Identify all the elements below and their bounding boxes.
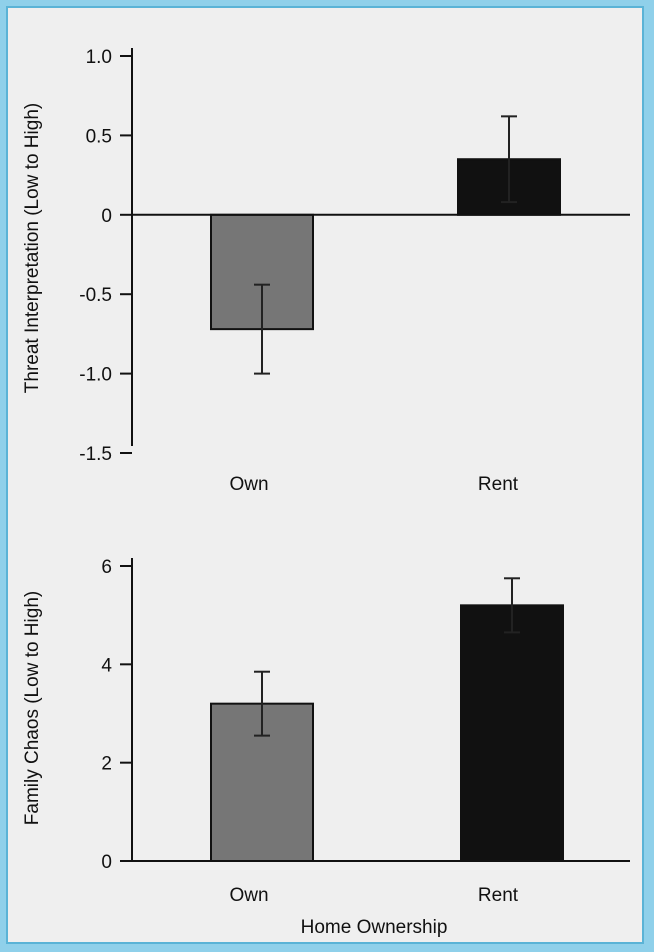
chart-canvas: Threat Interpretation (Low to High) 1.0 0… bbox=[22, 47, 630, 938]
threat-category-rent: Rent bbox=[478, 474, 519, 495]
chaos-category-own: Own bbox=[229, 885, 268, 906]
y-tick-label: -1.0 bbox=[79, 365, 112, 386]
y-tick-label: 0.5 bbox=[86, 126, 112, 147]
y-tick-label: 6 bbox=[101, 557, 112, 578]
y-tick-label: 0 bbox=[101, 206, 112, 227]
threat-bars bbox=[210, 115, 561, 375]
threat-chart: Threat Interpretation (Low to High) 1.0 0… bbox=[22, 47, 630, 495]
y-tick-label: -1.5 bbox=[79, 444, 112, 465]
chaos-y-axis-label: Family Chaos (Low to High) bbox=[22, 591, 43, 825]
threat-y-ticks: 1.0 0.5 0 -0.5 -1.0 -1.5 bbox=[79, 47, 132, 465]
y-tick-label: 2 bbox=[101, 754, 112, 775]
threat-y-axis-label: Threat Interpretation (Low to High) bbox=[22, 103, 43, 393]
chaos-category-rent: Rent bbox=[478, 885, 519, 906]
chaos-chart: Family Chaos (Low to High) 6 4 2 0 Own Rent… bbox=[22, 557, 630, 938]
chaos-category-labels: Own Rent bbox=[229, 885, 518, 906]
y-tick-label: 1.0 bbox=[86, 47, 112, 68]
y-tick-label: 4 bbox=[101, 655, 112, 676]
chaos-y-ticks: 6 4 2 0 bbox=[101, 557, 132, 873]
chaos-bars bbox=[210, 577, 564, 863]
chaos-x-axis-label: Home Ownership bbox=[301, 917, 448, 938]
figure-frame: Threat Interpretation (Low to High) 1.0 0… bbox=[6, 6, 644, 944]
bar-rent bbox=[460, 604, 564, 862]
y-tick-label: 0 bbox=[101, 852, 112, 873]
y-tick-label: -0.5 bbox=[79, 285, 112, 306]
threat-category-labels: Own Rent bbox=[229, 474, 518, 495]
threat-category-own: Own bbox=[229, 474, 268, 495]
